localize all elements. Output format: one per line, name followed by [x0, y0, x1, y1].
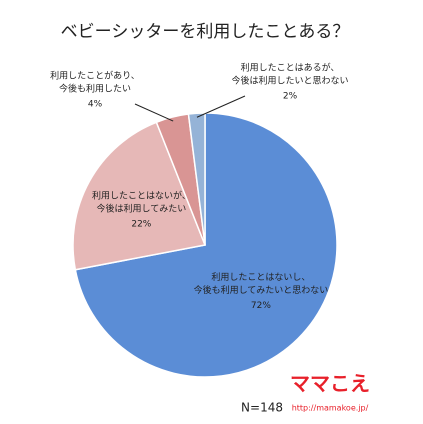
logo: ママこえ: [290, 372, 370, 396]
leader-line: [196, 95, 246, 118]
slice-label: 利用したことがあり、: [50, 70, 140, 82]
slice-label: 利用したことはあるが、: [241, 62, 340, 74]
slice-label: 利用したことはないが、: [92, 190, 191, 202]
value-label: 22%: [131, 220, 151, 230]
pie-slice: [74, 112, 338, 378]
slice-label: 今後は利用してみたい: [97, 203, 187, 215]
pie-slice: [187, 112, 206, 246]
slice-label: 今後も利用したい: [59, 83, 131, 95]
leader-line: [134, 103, 174, 122]
value-label: 72%: [251, 301, 271, 311]
value-label: 4%: [88, 100, 103, 110]
slice-label: 今後も利用してみたいと思わない: [194, 284, 329, 296]
chart-title: ベビーシッターを利用したことある？: [61, 22, 350, 42]
pie-slice: [72, 121, 207, 271]
value-label: 2%: [283, 92, 298, 102]
slice-label: 利用したことはないし、: [211, 271, 310, 283]
logo-url: http://mamakoe.jp/: [292, 404, 369, 413]
sample-size: N=148: [241, 401, 283, 415]
slice-label: 今後は利用したいと思わない: [231, 75, 348, 87]
